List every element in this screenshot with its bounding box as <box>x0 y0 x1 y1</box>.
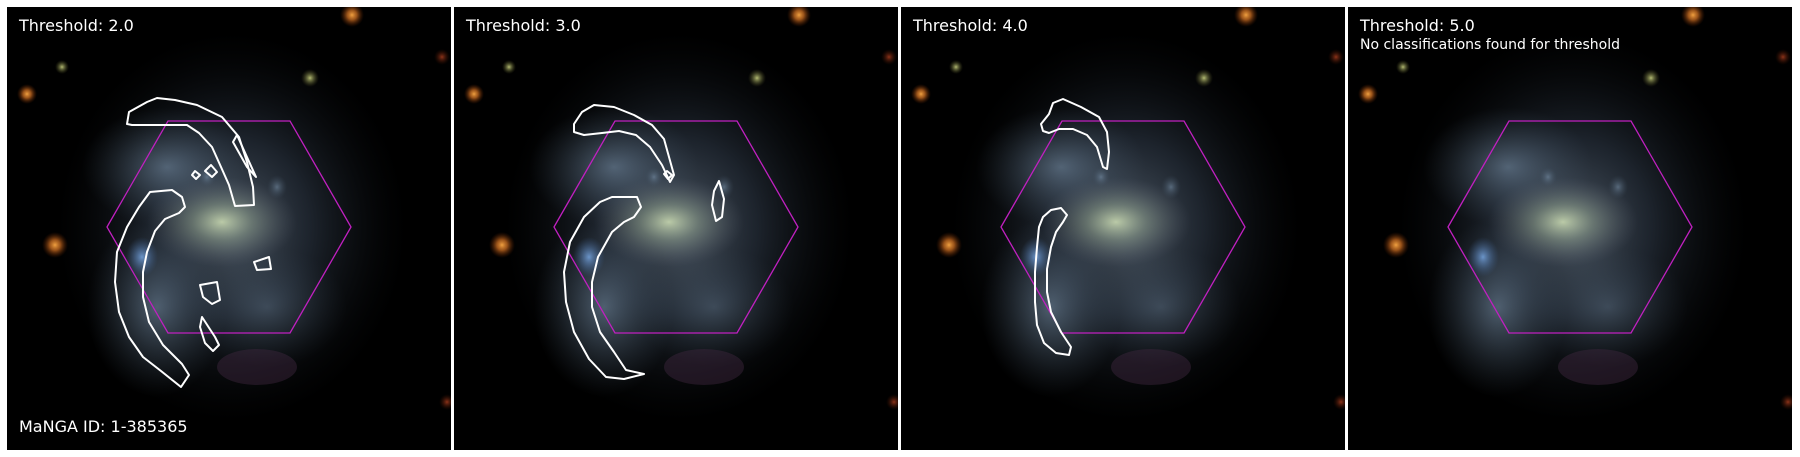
classification-contours <box>1034 98 1110 356</box>
threshold-label: Threshold: 2.0 <box>19 16 134 35</box>
galaxy-image <box>1348 7 1792 450</box>
panel-threshold-2: Threshold: 2.0 MaNGA ID: 1-385365 <box>7 7 451 450</box>
galaxy-image <box>7 7 451 450</box>
galaxy-image <box>901 7 1345 450</box>
threshold-label: Threshold: 5.0 <box>1360 16 1475 35</box>
classification-contours <box>114 97 272 388</box>
galaxy-image <box>454 7 898 450</box>
panel-threshold-4: Threshold: 4.0 <box>901 7 1345 450</box>
no-classifications-message: No classifications found for threshold <box>1360 37 1620 53</box>
threshold-label: Threshold: 3.0 <box>466 16 581 35</box>
panel-threshold-5: Threshold: 5.0 No classifications found … <box>1348 7 1792 450</box>
classification-contours <box>563 104 725 380</box>
panel-threshold-3: Threshold: 3.0 <box>454 7 898 450</box>
threshold-label: Threshold: 4.0 <box>913 16 1028 35</box>
manga-id-label: MaNGA ID: 1-385365 <box>19 417 188 436</box>
